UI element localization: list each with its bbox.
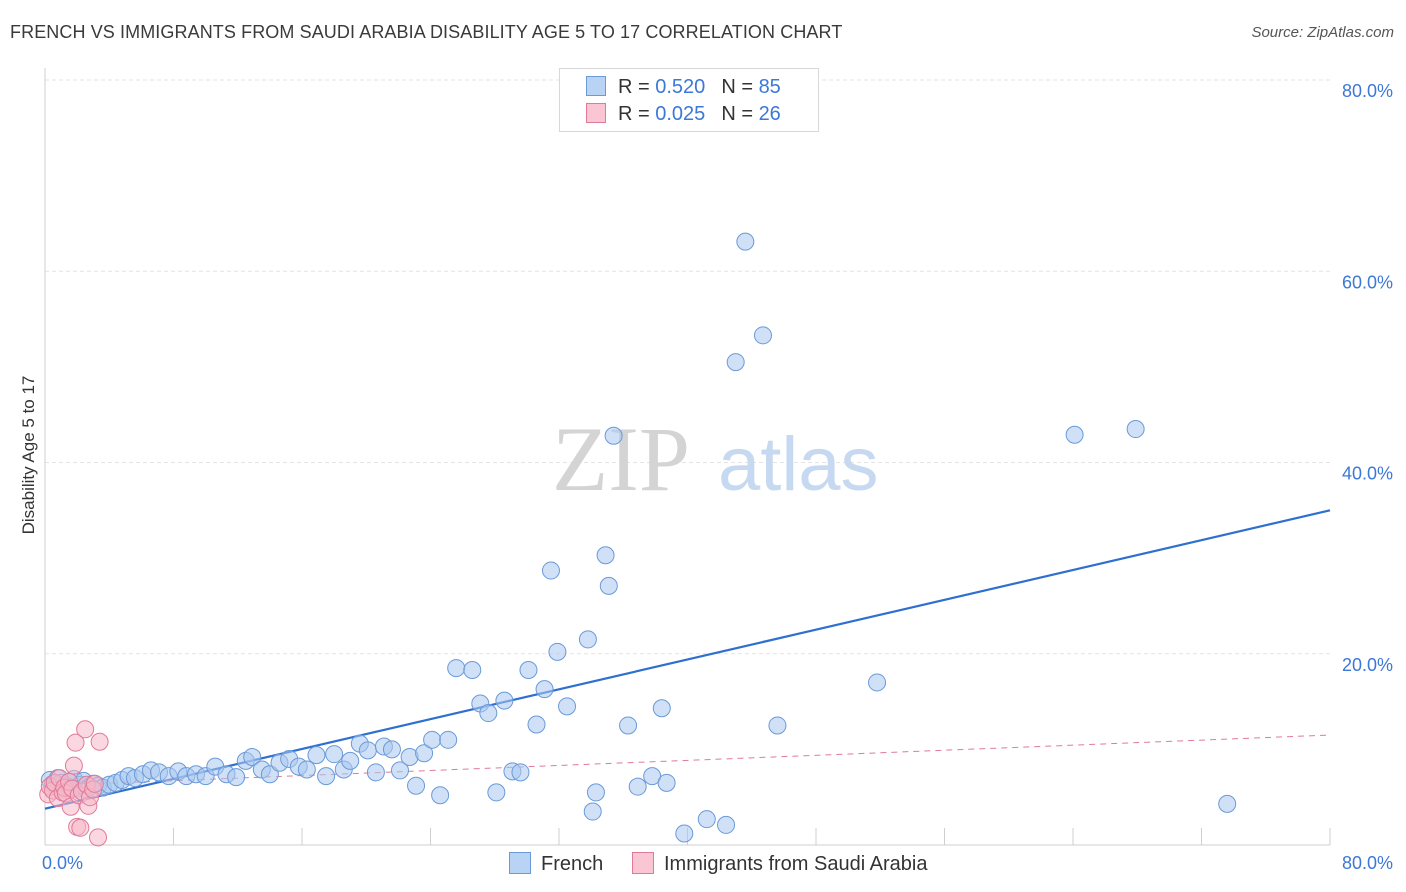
- watermark-zip: ZIP: [552, 408, 690, 510]
- bottom-saudi-swatch: [632, 852, 654, 874]
- french-point: [768, 716, 787, 735]
- french-point: [548, 642, 567, 661]
- data-points: [39, 232, 1237, 847]
- french-point: [260, 765, 279, 784]
- legend-row-french: R = 0.520 N = 85: [586, 76, 781, 100]
- stats-legend: R = 0.520 N = 85 R = 0.025 N = 26: [559, 68, 819, 132]
- y-tick-label: 80.0%: [1342, 81, 1393, 101]
- french-point: [407, 776, 426, 795]
- french-point: [447, 659, 466, 678]
- saudi-n-label: N =: [721, 103, 759, 125]
- french-point: [558, 697, 577, 716]
- french-point: [243, 748, 262, 767]
- french-point: [527, 715, 546, 734]
- french-point: [423, 730, 442, 749]
- y-tick-label: 60.0%: [1342, 272, 1393, 292]
- french-point: [317, 767, 336, 786]
- saudi-point: [66, 733, 85, 752]
- french-point: [586, 783, 605, 802]
- bottom-saudi-label: Immigrants from Saudi Arabia: [664, 853, 928, 875]
- saudi-point: [90, 732, 109, 751]
- french-point: [628, 777, 647, 796]
- legend-row-saudi: R = 0.025 N = 26: [586, 103, 781, 127]
- saudi-point: [64, 756, 83, 775]
- bottom-legend-saudi: Immigrants from Saudi Arabia: [632, 852, 927, 876]
- x-tick-label: 0.0%: [42, 853, 83, 873]
- bottom-legend-french: French: [509, 852, 603, 876]
- french-point: [753, 326, 772, 345]
- french-point: [325, 745, 344, 764]
- saudi-swatch: [586, 103, 606, 123]
- french-r-label: R =: [618, 76, 656, 98]
- bottom-french-label: French: [541, 853, 604, 875]
- french-point: [495, 691, 514, 710]
- tick-labels: 20.0% 40.0% 60.0% 80.0% 0.0% 80.0%: [42, 81, 1393, 873]
- french-point: [439, 730, 458, 749]
- french-point: [868, 673, 887, 692]
- watermark: ZIP atlas: [552, 408, 879, 510]
- french-point: [382, 740, 401, 759]
- french-point: [1218, 794, 1237, 813]
- saudi-point: [89, 828, 108, 847]
- french-point: [415, 744, 434, 763]
- french-point: [390, 761, 409, 780]
- saudi-point: [71, 818, 90, 837]
- french-point: [487, 783, 506, 802]
- french-point: [341, 751, 360, 770]
- french-point: [726, 353, 745, 372]
- source-label: Source: ZipAtlas.com: [1251, 24, 1394, 41]
- french-point: [535, 680, 554, 699]
- french-point: [519, 661, 538, 680]
- french-swatch: [586, 76, 606, 96]
- saudi-r-value: 0.025: [655, 103, 706, 125]
- french-point: [227, 768, 246, 787]
- french-n-label: N =: [721, 76, 759, 98]
- bottom-french-swatch: [509, 852, 531, 874]
- french-point: [604, 426, 623, 445]
- french-point: [619, 716, 638, 735]
- french-r-value: 0.520: [655, 76, 706, 98]
- chart-title: FRENCH VS IMMIGRANTS FROM SAUDI ARABIA D…: [10, 22, 843, 42]
- french-point: [431, 786, 450, 805]
- french-point: [652, 699, 671, 718]
- y-tick-label: 20.0%: [1342, 655, 1393, 675]
- watermark-atlas: atlas: [718, 422, 879, 507]
- y-axis-label: Disability Age 5 to 17: [19, 376, 38, 535]
- axes: [44, 68, 1331, 846]
- french-point: [599, 576, 618, 595]
- french-point: [697, 810, 716, 829]
- french-point: [541, 561, 560, 580]
- french-point: [1065, 425, 1084, 444]
- french-point: [578, 630, 597, 649]
- french-point: [717, 815, 736, 834]
- saudi-point: [85, 774, 104, 793]
- french-n-value: 85: [758, 76, 781, 98]
- french-point: [583, 802, 602, 821]
- x-tick-label: 80.0%: [1342, 853, 1393, 873]
- y-tick-label: 40.0%: [1342, 464, 1393, 484]
- french-point: [657, 773, 676, 792]
- french-point: [736, 232, 755, 251]
- french-point: [675, 824, 694, 843]
- french-point: [307, 746, 326, 765]
- french-point: [1126, 420, 1145, 439]
- french-point: [297, 760, 316, 779]
- french-point: [358, 741, 377, 760]
- french-point: [463, 661, 482, 680]
- saudi-r-label: R =: [618, 103, 656, 125]
- saudi-point: [76, 720, 95, 739]
- french-point: [366, 763, 385, 782]
- french-point: [479, 704, 498, 723]
- french-point: [511, 763, 530, 782]
- french-point: [596, 546, 615, 565]
- gridlines: [45, 79, 1330, 655]
- saudi-n-value: 26: [758, 103, 781, 125]
